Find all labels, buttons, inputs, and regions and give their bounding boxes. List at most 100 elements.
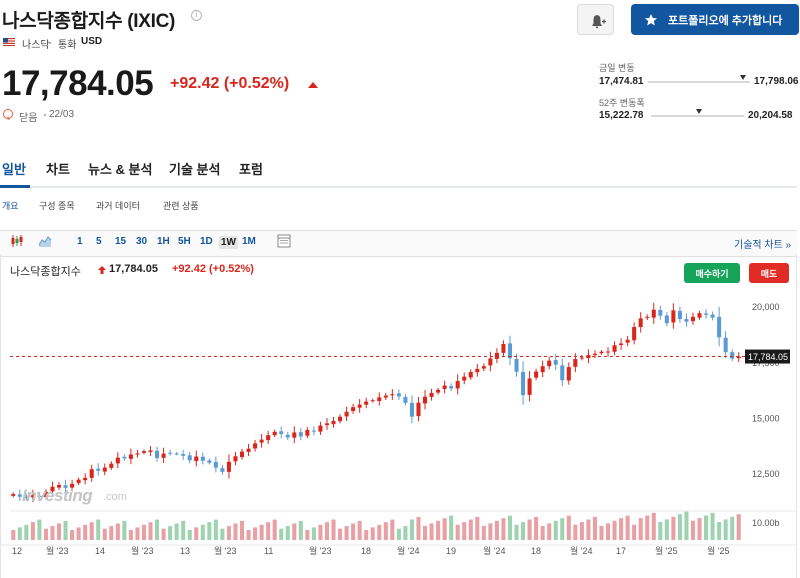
price-change: +92.42 (+0.52%): [170, 75, 290, 92]
add-to-portfolio-button[interactable]: 포트폴리오에 추가합니다: [631, 4, 799, 35]
candle-body: [89, 469, 94, 478]
legend-instrument-name: 나스닥종합지수: [10, 266, 81, 278]
x-tick-label: 월 '23: [46, 545, 69, 556]
info-icon[interactable]: i: [191, 10, 202, 21]
current-price-label: 17,784.05: [748, 352, 788, 362]
candle-body: [148, 450, 153, 452]
candle-body: [697, 313, 702, 318]
candle-body: [651, 309, 656, 318]
volume-bar: [279, 528, 284, 540]
candle-body: [619, 343, 624, 346]
candle-body: [331, 420, 336, 425]
currency-label: 통화: [58, 40, 77, 51]
volume-bar: [664, 519, 669, 540]
candle-body: [645, 316, 650, 318]
volume-bar: [723, 519, 728, 540]
volume-bar: [155, 519, 160, 540]
day-range-bar: [648, 81, 750, 83]
tab-overview[interactable]: 일반: [2, 162, 26, 177]
area-type-icon[interactable]: [38, 234, 52, 248]
volume-bar: [658, 522, 663, 540]
x-tick-label: 월 '25: [707, 545, 730, 556]
candle-body: [102, 467, 107, 472]
volume-bar: [684, 511, 689, 540]
candle-body: [83, 477, 88, 481]
candle-body: [364, 401, 369, 405]
subtab-related[interactable]: 관련 상품: [163, 201, 199, 211]
add-alert-button[interactable]: [577, 4, 614, 35]
timeframe-1[interactable]: 1: [77, 236, 83, 247]
candle-body: [671, 310, 676, 323]
candle-body: [455, 381, 460, 389]
tab-forum[interactable]: 포럼: [239, 162, 263, 177]
tab-technical-analysis[interactable]: 기술 분석: [169, 162, 221, 177]
close-date: 22/03: [49, 109, 75, 120]
tab-news-analysis[interactable]: 뉴스 & 분석: [88, 162, 153, 177]
x-tick-label: 월 '23: [214, 545, 237, 556]
candle-body: [292, 432, 297, 438]
volume-bar: [573, 524, 578, 540]
week52-range-label: 52주 변동폭: [599, 98, 645, 108]
candlestick-chart[interactable]: 20,00017,50015,00012,50010.00b17,784.051…: [0, 255, 800, 578]
volume-bar: [488, 523, 493, 540]
subtab-overview[interactable]: 개요: [2, 201, 19, 211]
sell-button[interactable]: 매도: [749, 263, 789, 283]
volume-bar: [507, 515, 513, 540]
timeframe-5[interactable]: 5: [96, 236, 102, 247]
candle-body: [285, 434, 290, 438]
volume-bar: [200, 524, 205, 540]
candle-body: [730, 352, 735, 359]
chart-frame: [0, 255, 797, 578]
buy-button[interactable]: 매수하기: [684, 263, 740, 283]
candle-body: [710, 314, 715, 318]
subtab-historical-data[interactable]: 과거 데이터: [96, 201, 140, 211]
candle-body: [17, 494, 22, 497]
candle-body: [422, 396, 428, 404]
timeframe-1w[interactable]: 1W: [219, 236, 238, 249]
timeframe-5h[interactable]: 5H: [178, 236, 191, 247]
up-arrow-icon: [98, 266, 106, 274]
candle-body: [599, 351, 604, 354]
timeframe-15[interactable]: 15: [115, 236, 127, 247]
tabs-divider: [0, 186, 797, 188]
volume-bar: [677, 514, 682, 540]
volume-bar: [553, 520, 558, 540]
candle-body: [409, 402, 414, 417]
candle-body: [540, 366, 545, 373]
volume-bar: [704, 515, 709, 540]
x-tick-label: 12: [12, 546, 22, 556]
tab-chart[interactable]: 차트: [46, 162, 70, 177]
volume-bar: [17, 527, 22, 540]
volume-tick-label: 10.00b: [752, 518, 780, 528]
candle-body: [122, 456, 127, 459]
candle-body: [664, 315, 669, 324]
timeframe-1m[interactable]: 1M: [242, 236, 256, 247]
volume-bar: [462, 522, 467, 540]
subtab-components[interactable]: 구성 종목: [39, 201, 75, 211]
candle-body: [403, 396, 408, 403]
candle-body: [233, 456, 238, 462]
indicators-icon[interactable]: [277, 234, 291, 248]
candle-body: [436, 389, 441, 393]
candle-body: [494, 352, 499, 359]
candle-body: [272, 431, 277, 436]
timeframe-30[interactable]: 30: [136, 236, 148, 247]
candle-body: [200, 456, 205, 461]
candle-body: [638, 318, 643, 328]
volume-bar: [717, 522, 722, 540]
volume-bar: [605, 523, 611, 540]
volume-bar: [429, 523, 434, 540]
timeframe-1d[interactable]: 1D: [200, 236, 213, 247]
volume-bar: [50, 526, 55, 540]
candle-body: [253, 443, 258, 449]
candle-body: [11, 494, 16, 496]
timeframe-1h[interactable]: 1H: [157, 236, 170, 247]
candle-body: [246, 448, 251, 452]
volume-bar: [233, 523, 238, 540]
candle-body: [324, 423, 330, 426]
candle-body: [266, 435, 271, 441]
advanced-chart-link[interactable]: 기술적 차트 »: [734, 240, 792, 251]
candlestick-type-icon[interactable]: [10, 234, 24, 248]
candle-body: [63, 485, 68, 488]
volume-bar: [625, 515, 630, 540]
